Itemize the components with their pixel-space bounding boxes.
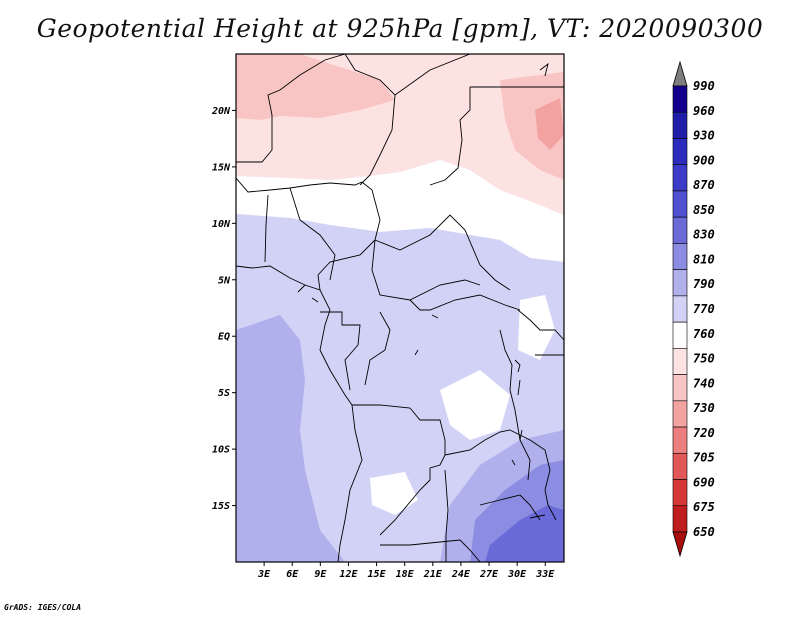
- lake-shapes: [297, 62, 549, 519]
- border-zambia: [379, 429, 511, 536]
- colorbar-swatch: [672, 452, 688, 480]
- colorbar-swatch: [672, 479, 688, 507]
- border-namibia-botswana: [380, 535, 481, 562]
- lon-tick-label: 18E: [396, 569, 415, 580]
- lon-tick-label: 21E: [423, 569, 443, 580]
- latitude-axis: 20N 15N 10N 5N EQ 5S 10S 15S: [211, 106, 236, 512]
- lon-tick-label: 15E: [368, 569, 387, 580]
- colorbar-label: 930: [693, 129, 715, 143]
- colorbar-label: 675: [693, 500, 715, 514]
- lat-tick-label: 5S: [218, 388, 230, 399]
- border-gabon-congo: [320, 311, 391, 391]
- lon-tick-label: 24E: [451, 569, 471, 580]
- colorbar-bottom-triangle: [672, 531, 688, 558]
- lon-tick-label: 27E: [479, 569, 499, 580]
- colorbar-label: 705: [693, 451, 715, 465]
- borders: [236, 54, 564, 562]
- colorbar-label: 650: [693, 525, 715, 539]
- colorbar-swatch: [672, 374, 688, 402]
- field-blue-atlantic-deep: [236, 355, 320, 562]
- lat-tick-label: 15S: [212, 501, 230, 512]
- border-drc-angola: [352, 404, 446, 480]
- border-sudan-chad: [394, 54, 564, 186]
- shaded-field: [236, 54, 564, 562]
- field-pink-deep-east: [535, 98, 564, 150]
- border-drc-north: [409, 294, 521, 311]
- field-blue-southeast-deep: [485, 505, 564, 562]
- colorbar-label: 690: [693, 475, 715, 489]
- colorbar-label: 990: [693, 79, 715, 93]
- colorbar-label: 770: [693, 302, 715, 316]
- coastline-angola: [337, 404, 363, 562]
- colorbar-swatch: [672, 190, 688, 218]
- colorbar-label: 850: [693, 203, 715, 217]
- field-pink-mid-west: [236, 54, 395, 120]
- border-lakes-east: [499, 309, 564, 481]
- colorbar-label: 740: [693, 376, 715, 390]
- lat-tick-label: 15N: [212, 162, 231, 173]
- colorbar-label: 960: [693, 104, 715, 118]
- longitude-axis: 3E 6E 9E 12E 15E 18E 21E 24E 27E 30E 33E: [257, 562, 555, 580]
- colorbar-label: 750: [693, 352, 715, 366]
- lon-tick-label: 3E: [257, 569, 271, 580]
- colorbar-swatch: [672, 216, 688, 244]
- colorbar-swatch: [672, 426, 688, 454]
- lat-tick-label: 20N: [211, 106, 231, 117]
- colorbar-swatch: [672, 85, 688, 113]
- field-white-band: [236, 160, 564, 262]
- colorbar-label: 830: [693, 228, 715, 242]
- colorbar-swatch: [672, 243, 688, 270]
- coastline-gulf-guinea: [236, 265, 353, 406]
- lon-tick-label: 33E: [535, 569, 555, 580]
- coastline-west-africa: [236, 54, 346, 163]
- colorbar-swatch: [672, 269, 688, 297]
- field-white-patch-south: [370, 472, 418, 515]
- colorbar-swatch: [672, 111, 688, 139]
- colorbar-swatch: [672, 400, 688, 428]
- field-pink-mid-east: [500, 72, 564, 180]
- border-nigeria-cameroon: [264, 187, 381, 291]
- lat-tick-label: EQ: [218, 332, 230, 343]
- colorbar: 990 960 930 900 870 850 830 810 790 770 760 750 740 7…: [672, 60, 715, 558]
- lat-tick-label: 5N: [218, 275, 231, 286]
- colorbar-label: 870: [693, 178, 715, 192]
- border-mozambique: [479, 429, 557, 521]
- colorbar-top-triangle: [672, 60, 688, 87]
- map-frame: [235, 53, 565, 563]
- field-white-patch-congo: [440, 370, 510, 440]
- lon-tick-label: 6E: [286, 569, 299, 580]
- colorbar-swatch: [672, 505, 688, 533]
- colorbar-label: 900: [693, 153, 715, 167]
- border-nigeria-north: [236, 177, 373, 193]
- lon-tick-label: 30E: [507, 569, 527, 580]
- colorbar-label: 720: [693, 426, 715, 440]
- field-lavender-central: [236, 214, 564, 545]
- colorbar-swatch: [672, 164, 688, 192]
- colorbar-label: 810: [693, 252, 715, 266]
- colorbar-swatch: [672, 348, 688, 375]
- border-sahara: [344, 54, 396, 186]
- colorbar-label: 760: [693, 327, 715, 341]
- lat-tick-label: 10S: [212, 445, 230, 456]
- colorbar-swatch: [672, 295, 688, 323]
- colorbar-label: 790: [693, 277, 715, 291]
- colorbar-swatch: [672, 321, 688, 349]
- lon-tick-label: 9E: [314, 569, 327, 580]
- colorbar-swatch: [672, 138, 688, 166]
- map-title: Geopotential Height at 925hPa [gpm], VT:…: [36, 14, 764, 43]
- colorbar-label: 730: [693, 401, 715, 415]
- field-white-patch-lakes: [518, 295, 555, 360]
- lat-tick-label: 10N: [212, 219, 231, 230]
- grads-credit: GrADS: IGES/COLA: [4, 603, 82, 612]
- lon-tick-label: 12E: [339, 569, 358, 580]
